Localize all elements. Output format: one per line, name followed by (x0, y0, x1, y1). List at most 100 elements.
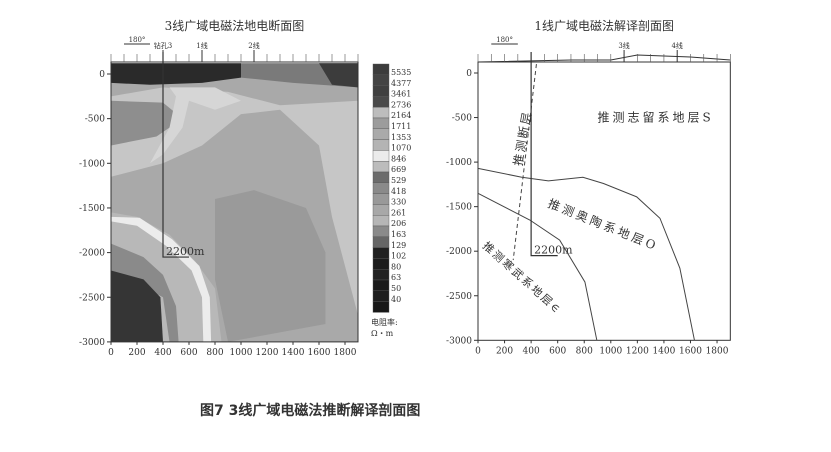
resistivity-zone (111, 270, 163, 342)
x-tick-label: 600 (180, 348, 197, 358)
x-tick-label: 1800 (706, 346, 729, 356)
colorbar-swatch (372, 269, 390, 281)
y-tick-label: -1500 (446, 203, 472, 213)
y-tick-label: -3000 (446, 336, 472, 346)
colorbar-label: 206 (391, 219, 406, 228)
colorbar-swatch (372, 247, 390, 259)
colorbar-swatch (372, 117, 390, 130)
colorbar-swatch (372, 96, 390, 108)
colorbar-swatch (372, 301, 390, 313)
azimuth-label: 180° (496, 36, 513, 44)
x-tick-label: 0 (475, 346, 481, 356)
colorbar-label: 80 (391, 262, 401, 271)
colorbar-label: 669 (391, 165, 406, 174)
colorbar-swatch (372, 193, 390, 205)
x-tick-label: 200 (496, 346, 513, 356)
x-tick-label: 1800 (334, 348, 357, 358)
colorbar-swatch (372, 290, 390, 302)
x-tick-label: 400 (523, 346, 540, 356)
colorbar-swatch (372, 225, 390, 238)
y-tick-label: -1000 (446, 158, 472, 168)
colorbar-swatch (372, 128, 390, 140)
colorbar-label: 40 (391, 295, 401, 304)
colorbar-label: 4377 (391, 79, 411, 88)
y-tick-label: 0 (99, 70, 105, 80)
x-tick-label: 800 (576, 346, 593, 356)
y-tick-label: -1000 (79, 159, 105, 169)
resistivity-zone (319, 63, 358, 88)
plot-frame (477, 61, 731, 341)
y-tick-label: 0 (466, 69, 472, 79)
colorbar-swatch (372, 204, 390, 216)
x-tick-label: 200 (128, 348, 145, 358)
y-tick-label: -500 (452, 114, 472, 124)
resistivity-heatmap (111, 63, 358, 342)
colorbar-swatch (372, 150, 390, 162)
colorbar-label: 63 (391, 273, 401, 282)
colorbar-label: 1070 (391, 144, 411, 153)
colorbar-swatch (372, 182, 390, 194)
marker-label: 4线 (671, 41, 682, 50)
colorbar-label: 5535 (391, 68, 411, 77)
resistivity-zone (111, 87, 358, 316)
borehole-line (530, 52, 558, 257)
x-tick-label: 1000 (599, 346, 622, 356)
colorbar-swatch (372, 85, 390, 97)
colorbar-unit: Ω・m (371, 329, 394, 338)
colorbar-label: 846 (391, 154, 406, 163)
colorbar-label: 2736 (391, 100, 411, 109)
colorbar-swatch (372, 139, 390, 151)
colorbar-label: 129 (391, 241, 406, 250)
colorbar-swatch (372, 171, 390, 184)
colorbar-label: 1353 (391, 133, 411, 142)
x-tick-label: 1400 (652, 346, 675, 356)
colorbar-label: 261 (391, 208, 406, 217)
chart-title: 1线广域电磁法解译剖面图 (534, 18, 674, 33)
colorbar-swatch (372, 236, 390, 248)
colorbar-swatch (372, 279, 390, 292)
plot-frame (110, 61, 359, 343)
y-tick-label: -2500 (79, 293, 105, 303)
colorbar-swatch (372, 106, 390, 119)
marker-label: 钻孔3 (154, 41, 172, 50)
borehole-line (162, 52, 189, 258)
colorbar-swatch (372, 63, 390, 76)
resistivity-zone (215, 190, 326, 342)
azimuth-label: 180° (129, 36, 146, 44)
resistivity-zone (111, 100, 183, 146)
y-tick-label: -1500 (79, 204, 105, 214)
colorbar-label: 418 (391, 187, 406, 196)
marker-label: 3线 (618, 41, 629, 50)
colorbar-title: 电阻率: (371, 317, 398, 327)
x-tick-label: 1600 (308, 348, 331, 358)
resistivity-zone (111, 212, 222, 342)
colorbar-label: 163 (391, 230, 406, 239)
colorbar-swatch (372, 160, 390, 173)
colorbar-label: 330 (391, 198, 406, 207)
y-tick-label: -500 (85, 115, 105, 125)
x-tick-label: 1200 (256, 348, 279, 358)
colorbar-label: 50 (391, 284, 401, 293)
chart-title: 3线广域电磁法地电断面图 (165, 18, 305, 33)
resistivity-zone (111, 216, 212, 342)
colorbar-label: 2164 (391, 111, 411, 120)
x-tick-label: 600 (549, 346, 566, 356)
colorbar-label: 1711 (391, 122, 411, 131)
y-tick-label: -2000 (446, 247, 472, 257)
borehole-label: 2200m (166, 245, 205, 258)
resistivity-zone (150, 87, 241, 164)
strata-boundary-line (477, 167, 695, 341)
figure-caption: 图7 3线广域电磁法推断解译剖面图 (200, 403, 421, 419)
colorbar-swatch (372, 74, 390, 86)
y-tick-label: -2000 (79, 249, 105, 259)
resistivity-zone (111, 243, 179, 342)
borehole-label: 2200m (534, 244, 573, 257)
x-tick-label: 800 (206, 348, 223, 358)
colorbar-label: 529 (391, 176, 406, 185)
colorbar-swatch (372, 258, 390, 270)
sky-mask (100, 40, 370, 62)
stratum-label-silurian: 推测志留系地层S (598, 111, 714, 125)
x-tick-label: 1400 (282, 348, 305, 358)
x-tick-label: 0 (108, 348, 114, 358)
colorbar-swatch (372, 214, 390, 227)
